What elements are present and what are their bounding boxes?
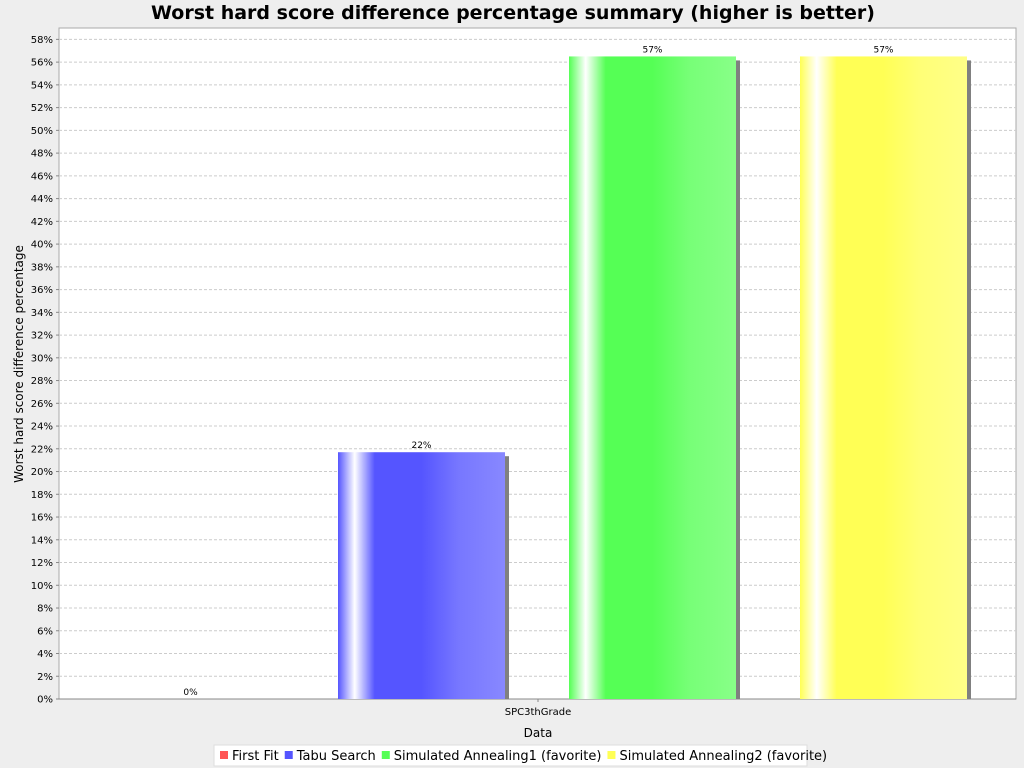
y-tick-label: 12%	[31, 558, 53, 569]
legend-swatch	[607, 751, 616, 759]
y-tick-label: 56%	[31, 58, 53, 69]
x-axis-label: Data	[524, 726, 553, 740]
y-tick-label: 6%	[37, 626, 53, 637]
x-tick-label: SPC3thGrade	[505, 707, 571, 718]
y-tick-label: 54%	[31, 80, 53, 91]
y-tick-label: 38%	[31, 262, 53, 273]
data-label: 22%	[411, 441, 431, 451]
legend-swatch	[220, 751, 228, 759]
legend-box	[213, 744, 808, 767]
y-tick-label: 2%	[37, 672, 53, 683]
legend-entry: First Fit	[232, 749, 279, 764]
y-tick-label: 22%	[31, 444, 53, 455]
y-tick-label: 58%	[31, 35, 53, 46]
legend-entry: Simulated Annealing1 (favorite)	[394, 749, 602, 764]
legend-swatch	[381, 751, 390, 759]
bar	[569, 56, 736, 700]
data-label: 0%	[183, 688, 198, 698]
y-tick-label: 48%	[31, 149, 53, 160]
chart-title: Worst hard score difference percentage s…	[151, 2, 875, 24]
y-tick-label: 46%	[31, 171, 53, 182]
y-tick-label: 44%	[31, 194, 53, 205]
y-tick-label: 0%	[37, 695, 53, 706]
y-tick-label: 42%	[31, 217, 53, 228]
y-axis-label: Worst hard score difference percentage	[12, 245, 26, 483]
legend: First Fit Tabu Search Simulated Annealing1…	[213, 744, 827, 767]
y-tick-label: 4%	[37, 649, 53, 660]
bar	[800, 56, 967, 700]
legend-swatch	[284, 751, 293, 759]
data-label: 57%	[873, 45, 893, 55]
bar	[338, 452, 505, 699]
y-tick-label: 28%	[31, 376, 53, 387]
y-tick-label: 36%	[31, 285, 53, 296]
y-tick-label: 40%	[31, 240, 53, 251]
y-tick-label: 16%	[31, 513, 53, 524]
y-tick-label: 8%	[37, 604, 53, 615]
y-tick-label: 32%	[31, 331, 53, 342]
y-tick-label: 14%	[31, 535, 53, 546]
y-tick-label: 26%	[31, 399, 53, 410]
y-tick-label: 18%	[31, 490, 53, 501]
y-tick-label: 30%	[31, 353, 53, 364]
y-tick-label: 10%	[31, 581, 53, 592]
data-label: 57%	[642, 45, 662, 55]
bars-group	[338, 56, 971, 700]
data-labels: 0% 22% 57% 57%	[183, 45, 894, 698]
y-tick-label: 50%	[31, 126, 53, 137]
y-axis-ticks: 0% 2% 4% 6% 8% 10% 12% 14% 16% 18% 20% 22% 24% 26% 28%…	[31, 35, 1016, 706]
y-tick-label: 20%	[31, 467, 53, 478]
y-tick-label: 24%	[31, 422, 53, 433]
y-tick-label: 52%	[31, 103, 53, 114]
y-tick-label: 34%	[31, 308, 53, 319]
legend-entry: Simulated Annealing2 (favorite)	[619, 749, 827, 764]
legend-entry: Tabu Search	[296, 749, 376, 764]
